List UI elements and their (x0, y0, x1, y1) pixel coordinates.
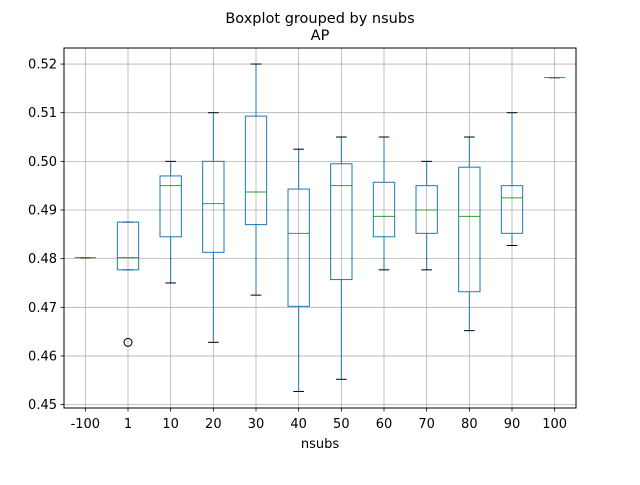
iqr-box (372, 181, 396, 238)
box-group-10 (159, 160, 182, 284)
x-tick-label: 40 (290, 417, 307, 432)
x-axis-label: nsubs (301, 437, 340, 452)
x-tick-label: 50 (333, 417, 350, 432)
box-group-50 (330, 136, 353, 380)
y-tick-label: 0.48 (28, 252, 57, 267)
box-group-90 (500, 112, 524, 247)
box-group-80 (458, 136, 481, 332)
x-tick-label: 100 (542, 417, 567, 432)
box-group-60 (372, 136, 396, 271)
x-tick-label: 80 (461, 417, 478, 432)
y-tick-label: 0.45 (28, 398, 57, 413)
box-group-30 (244, 63, 268, 296)
grid (64, 48, 576, 408)
x-tick-label: 60 (376, 417, 393, 432)
iqr-box (500, 185, 524, 234)
box-group-40 (287, 148, 310, 392)
outlier-point (123, 337, 133, 347)
x-tick-label: 70 (418, 417, 435, 432)
iqr-box (202, 160, 225, 253)
y-tick-label: 0.49 (28, 204, 57, 219)
boxes (74, 63, 566, 392)
iqr-box (244, 115, 268, 226)
x-tick-label: 1 (124, 417, 132, 432)
y-axis: 0.45 0.46 0.47 0.48 0.49 0.50 0.51 0.52 (28, 58, 64, 413)
x-tick-label: 10 (162, 417, 179, 432)
chart-title: AP (311, 28, 330, 44)
y-tick-label: 0.46 (28, 349, 57, 364)
x-axis: -100 1 10 20 30 40 50 60 70 80 90 100 (71, 408, 567, 432)
iqr-box (458, 166, 481, 293)
x-tick-label: 30 (248, 417, 265, 432)
iqr-box (330, 163, 353, 281)
x-tick-label: 20 (205, 417, 222, 432)
iqr-box (287, 188, 310, 307)
y-tick-label: 0.52 (28, 58, 57, 73)
plot-area-frame (63, 47, 577, 409)
box-group-1 (116, 221, 140, 347)
y-tick-label: 0.50 (28, 155, 57, 170)
y-tick-label: 0.51 (28, 106, 57, 121)
y-tick-label: 0.47 (28, 301, 57, 316)
x-tick-label: -100 (71, 417, 101, 432)
chart-suptitle: Boxplot grouped by nsubs (225, 11, 414, 27)
box-group-20 (202, 112, 225, 343)
iqr-box (159, 175, 182, 238)
box-group-70 (415, 160, 438, 271)
x-tick-label: 90 (504, 417, 521, 432)
iqr-box (116, 221, 140, 271)
